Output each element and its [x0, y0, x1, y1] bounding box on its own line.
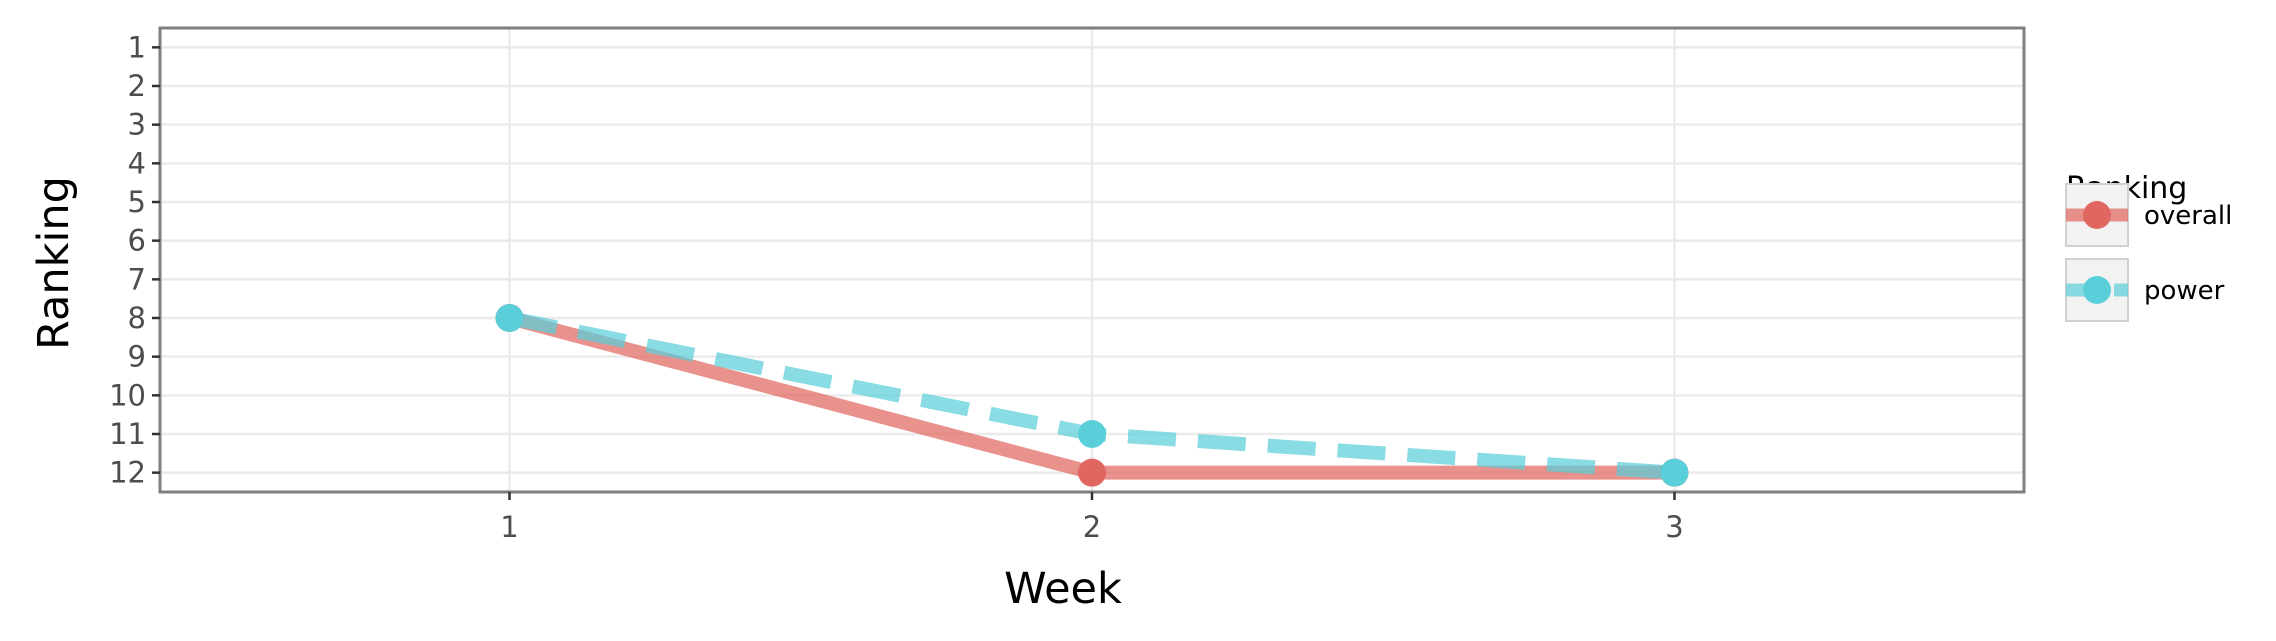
data-point-overall	[1078, 458, 1106, 487]
y-tick-label: 11	[109, 417, 146, 451]
y-tick-label: 2	[128, 69, 146, 103]
y-tick-label: 10	[109, 378, 146, 412]
series-layer	[495, 304, 1689, 487]
y-tick-label: 1	[128, 30, 146, 64]
legend-label-power: power	[2144, 276, 2225, 306]
data-point-power	[1660, 458, 1689, 487]
y-tick-label: 5	[128, 185, 146, 219]
y-tick-label: 9	[128, 340, 146, 374]
x-tick-label: 3	[1665, 510, 1683, 544]
x-tick-label: 2	[1083, 510, 1101, 544]
legend-label-overall: overall	[2144, 201, 2232, 231]
y-tick-label: 4	[128, 146, 146, 180]
data-point-power	[495, 304, 524, 332]
x-axis-title: Week	[1004, 564, 1122, 614]
y-tick-label: 7	[128, 262, 146, 296]
legend-key-point-overall	[2083, 201, 2111, 229]
y-tick-label: 12	[109, 456, 146, 490]
y-tick-label: 6	[128, 224, 146, 258]
y-tick-label: 3	[128, 108, 146, 142]
data-point-power	[1078, 420, 1106, 448]
x-tick-label: 1	[500, 510, 518, 544]
y-tick-label: 8	[128, 301, 146, 335]
legend-key-point-power	[2083, 276, 2111, 304]
y-axis-title: Ranking	[29, 176, 79, 350]
